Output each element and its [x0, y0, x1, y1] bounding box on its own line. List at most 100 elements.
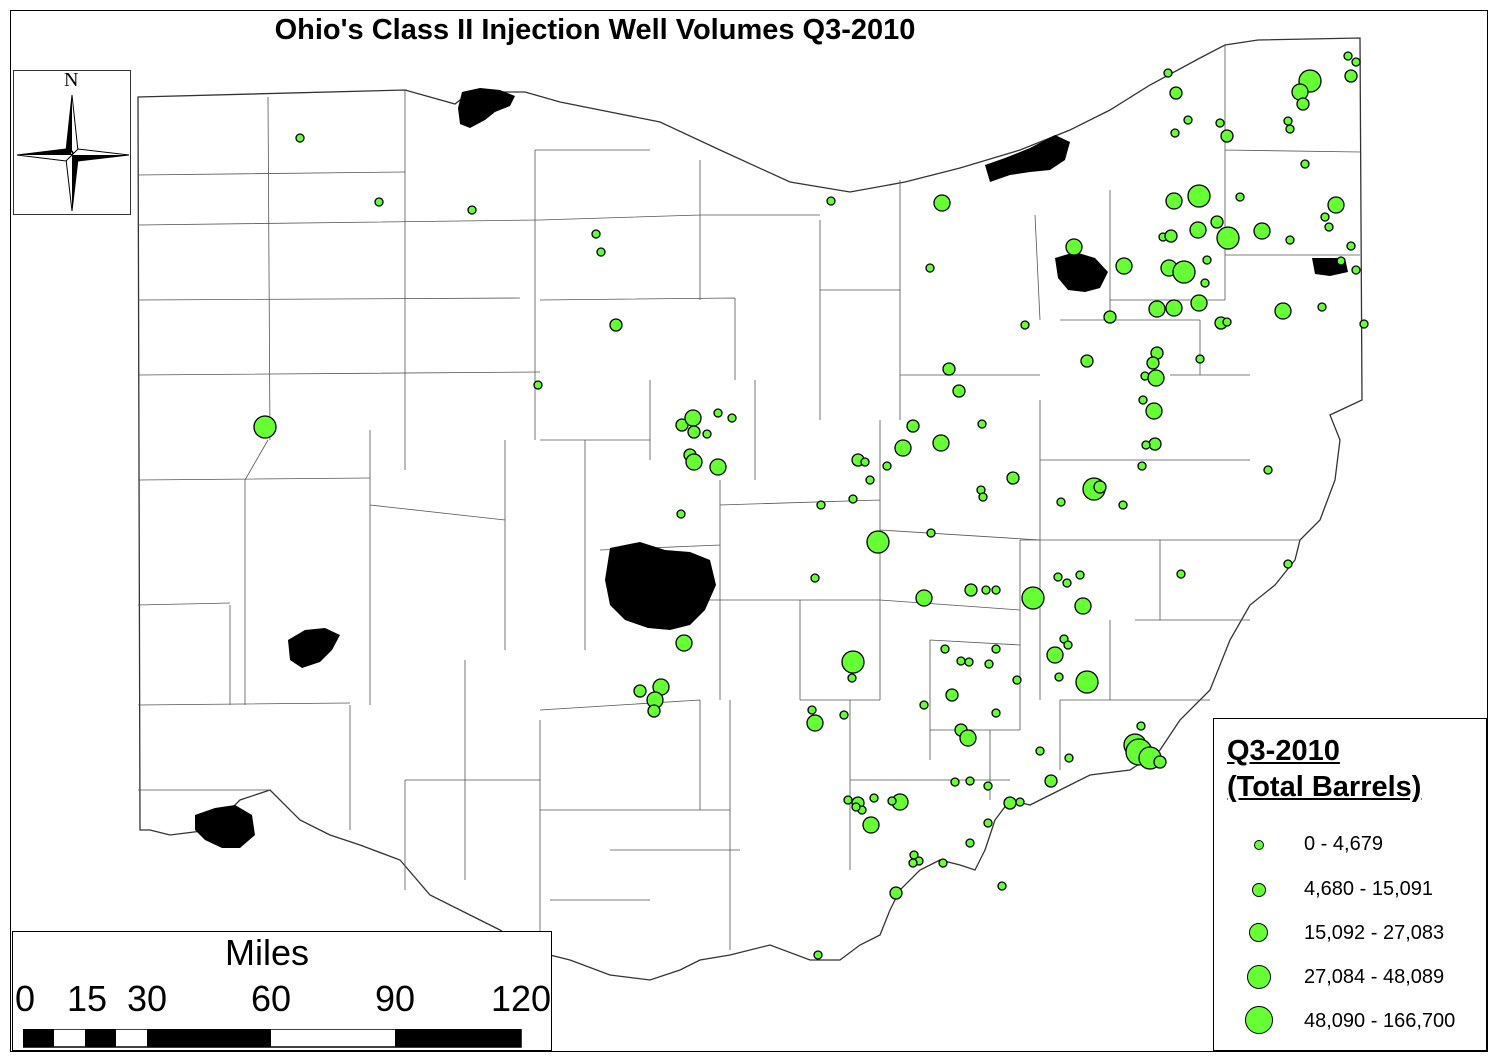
legend-row: 27,084 - 48,089	[1214, 963, 1488, 1003]
injection-well-marker	[702, 429, 712, 439]
injection-well-marker	[1172, 260, 1196, 284]
injection-well-marker	[851, 802, 861, 812]
injection-well-marker	[956, 656, 966, 666]
injection-well-marker	[1035, 746, 1045, 756]
injection-well-marker	[964, 583, 978, 597]
injection-well-marker	[1253, 222, 1271, 240]
injection-well-marker	[687, 425, 701, 439]
injection-well-marker	[1115, 257, 1133, 275]
injection-well-marker	[1145, 402, 1163, 420]
injection-well-marker	[950, 777, 960, 787]
injection-well-marker	[1324, 222, 1334, 232]
injection-well-marker	[889, 886, 903, 900]
injection-well-marker	[843, 795, 853, 805]
injection-well-marker	[1138, 395, 1148, 405]
injection-well-marker	[1006, 471, 1020, 485]
injection-well-marker	[925, 263, 935, 273]
injection-well-marker	[847, 673, 857, 683]
map-title: Ohio's Class II Injection Well Volumes Q…	[274, 14, 916, 46]
injection-well-marker	[1189, 221, 1207, 239]
injection-well-marker	[991, 708, 1001, 718]
injection-well-marker	[1118, 500, 1128, 510]
injection-well-marker	[1153, 755, 1167, 769]
injection-well-marker	[983, 818, 993, 828]
injection-well-marker	[676, 509, 686, 519]
injection-well-marker	[1200, 278, 1210, 288]
injection-well-marker	[1351, 265, 1361, 275]
injection-well-marker	[1187, 184, 1211, 208]
legend-label: 4,680 - 15,091	[1304, 878, 1433, 900]
injection-well-marker	[865, 475, 875, 485]
well-symbol-icon	[1249, 923, 1268, 942]
injection-well-marker	[839, 710, 849, 720]
scale-tick: 120	[491, 978, 552, 1019]
injection-well-marker	[1075, 570, 1085, 580]
injection-well-marker	[908, 858, 918, 868]
legend-row: 15,092 - 27,083	[1214, 919, 1488, 959]
injection-well-marker	[1165, 299, 1183, 317]
injection-well-marker	[467, 205, 477, 215]
injection-well-marker	[1283, 559, 1293, 569]
injection-well-marker	[1343, 51, 1353, 61]
injection-well-marker	[596, 247, 606, 257]
injection-well-marker	[915, 589, 933, 607]
ohio-outline	[137, 37, 1363, 981]
map-frame	[10, 10, 1488, 1052]
well-symbol-icon	[1254, 840, 1264, 850]
injection-well-marker	[1141, 440, 1151, 450]
injection-well-marker	[1263, 465, 1273, 475]
scale-bar: Miles 0 15 30 60 90 120	[12, 931, 552, 1051]
injection-well-marker	[1215, 118, 1225, 128]
injection-well-marker	[1103, 310, 1117, 324]
injection-well-marker	[862, 816, 880, 834]
injection-well-marker	[1296, 97, 1310, 111]
injection-well-marker	[1190, 294, 1208, 312]
injection-well-marker	[675, 634, 693, 652]
injection-well-marker	[1062, 578, 1072, 588]
injection-well-marker	[926, 528, 936, 538]
injection-well-marker	[938, 858, 948, 868]
well-symbol-icon	[1252, 883, 1266, 897]
injection-well-marker	[806, 714, 824, 732]
injection-well-marker	[860, 457, 870, 467]
injection-well-marker	[1216, 226, 1240, 250]
injection-well-marker	[1064, 753, 1074, 763]
urban-akron	[1055, 252, 1108, 292]
injection-well-marker	[1075, 670, 1099, 694]
injection-well-marker	[1285, 235, 1295, 245]
injection-well-marker	[1093, 480, 1107, 494]
scale-tick: 60	[251, 978, 292, 1019]
injection-well-marker	[810, 573, 820, 583]
urban-columbus	[605, 542, 716, 630]
legend-label: 48,090 - 166,700	[1304, 1010, 1456, 1032]
legend: Q3-2010 (Total Barrels) 0 - 4,679 4,680 …	[1213, 718, 1487, 1051]
injection-well-marker	[1046, 646, 1064, 664]
compass-icon	[16, 94, 130, 212]
injection-well-marker	[1021, 586, 1045, 610]
injection-well-marker	[816, 500, 826, 510]
scale-tick: 0	[15, 978, 36, 1019]
legend-subtitle: (Total Barrels)	[1227, 771, 1422, 803]
injection-well-marker	[1320, 212, 1330, 222]
injection-well-marker	[940, 644, 950, 654]
injection-well-marker	[1359, 319, 1369, 329]
injection-well-marker	[981, 585, 991, 595]
well-symbol-icon	[1247, 965, 1271, 989]
injection-well-marker	[1327, 196, 1345, 214]
injection-well-marker	[841, 650, 865, 674]
injection-well-marker	[1291, 83, 1309, 101]
injection-well-marker	[1054, 672, 1064, 682]
injection-well-marker	[887, 796, 897, 806]
injection-well-marker	[894, 439, 912, 457]
north-arrow: N	[13, 69, 131, 215]
injection-well-marker	[685, 453, 703, 471]
legend-label: 15,092 - 27,083	[1304, 922, 1445, 944]
scale-tick: 30	[127, 978, 168, 1019]
legend-row: 48,090 - 166,700	[1214, 1006, 1488, 1046]
injection-well-marker	[1351, 57, 1361, 67]
injection-well-marker	[1274, 302, 1292, 320]
urban-cleveland	[985, 135, 1070, 182]
injection-well-marker	[952, 384, 966, 398]
injection-well-marker	[1183, 115, 1193, 125]
injection-well-marker	[591, 229, 601, 239]
